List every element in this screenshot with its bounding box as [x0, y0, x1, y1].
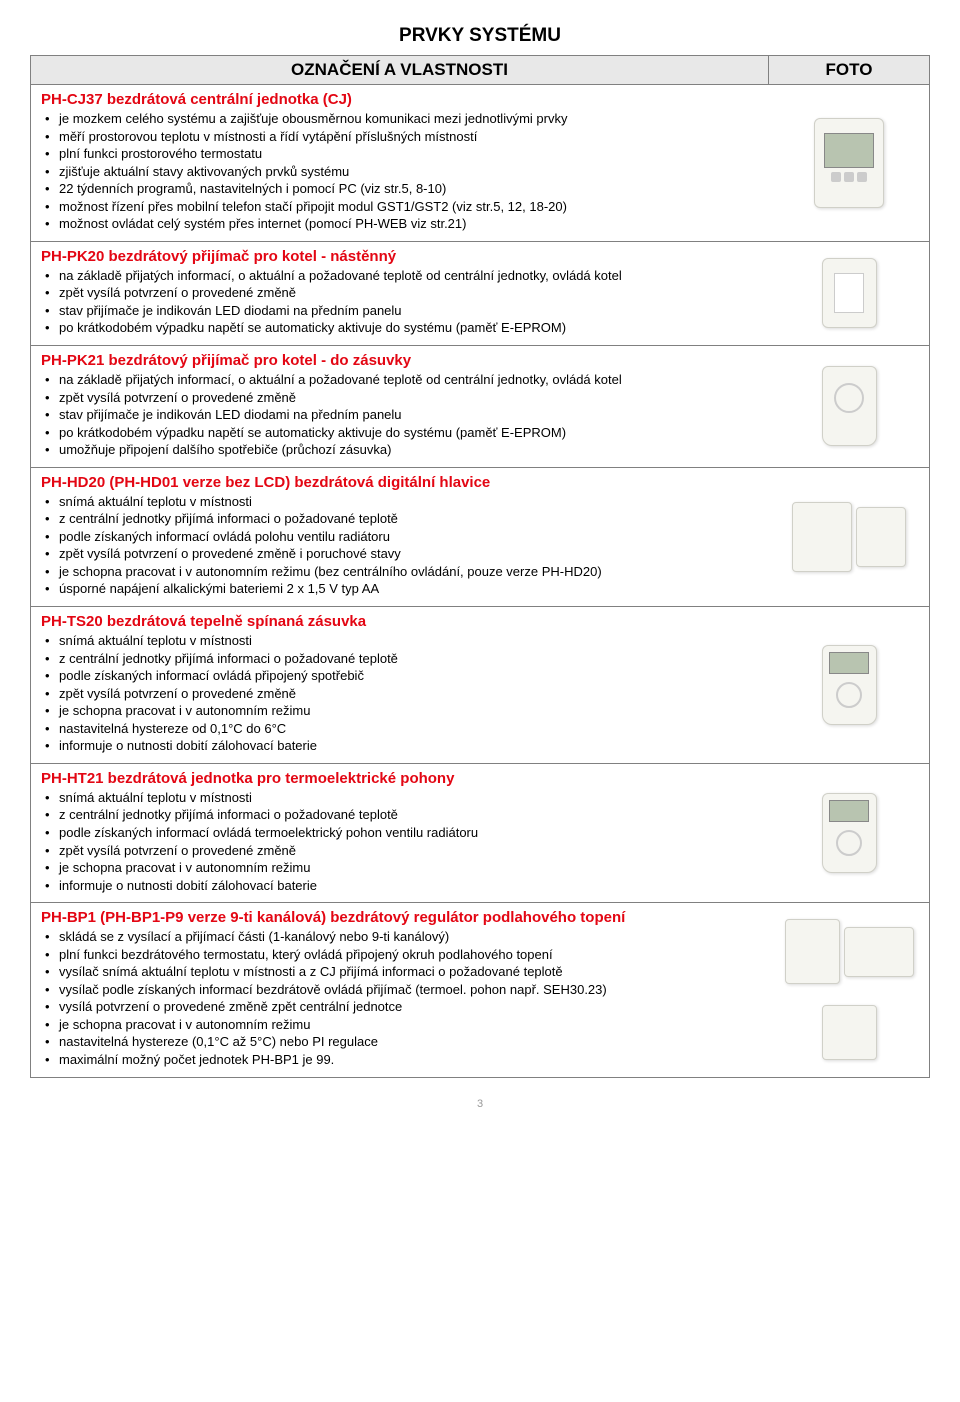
section: PH-CJ37 bezdrátová centrální jednotka (C… — [30, 84, 930, 241]
bullet-item: skládá se z vysílací a přijímací části (… — [45, 928, 759, 946]
section: PH-TS20 bezdrátová tepelně spínaná zásuv… — [30, 606, 930, 763]
page-number: 3 — [30, 1098, 930, 1110]
bullet-item: nastavitelná hystereze (0,1°C až 5°C) ne… — [45, 1033, 759, 1051]
bullet-item: úsporné napájení alkalickými bateriemi 2… — [45, 580, 759, 598]
bullet-item: informuje o nutnosti dobití zálohovací b… — [45, 737, 759, 755]
section: PH-PK20 bezdrátový přijímač pro kotel - … — [30, 241, 930, 345]
bullet-list: snímá aktuální teplotu v místnostiz cent… — [41, 789, 759, 894]
section-content: PH-TS20 bezdrátová tepelně spínaná zásuv… — [31, 607, 769, 763]
section-title: PH-HD20 (PH-HD01 verze bez LCD) bezdráto… — [41, 474, 759, 491]
section-title: PH-PK21 bezdrátový přijímač pro kotel - … — [41, 352, 759, 369]
section-title: PH-PK20 bezdrátový přijímač pro kotel - … — [41, 248, 759, 265]
bullet-item: umožňuje připojení dalšího spotřebiče (p… — [45, 441, 759, 459]
bullet-item: podle získaných informací ovládá polohu … — [45, 528, 759, 546]
bullet-item: maximální možný počet jednotek PH-BP1 je… — [45, 1051, 759, 1069]
section-foto — [769, 764, 929, 902]
bullet-item: plní funkci prostorového termostatu — [45, 145, 759, 163]
bullet-item: nastavitelná hystereze od 0,1°C do 6°C — [45, 720, 759, 738]
device-image — [844, 927, 914, 977]
section-title: PH-TS20 bezdrátová tepelně spínaná zásuv… — [41, 613, 759, 630]
bullet-item: měří prostorovou teplotu v místnosti a ř… — [45, 128, 759, 146]
bullet-item: stav přijímače je indikován LED diodami … — [45, 406, 759, 424]
bullet-item: zpět vysílá potvrzení o provedené změně — [45, 389, 759, 407]
section-title: PH-HT21 bezdrátová jednotka pro termoele… — [41, 770, 759, 787]
device-image — [822, 1005, 877, 1060]
bullet-item: zpět vysílá potvrzení o provedené změně — [45, 842, 759, 860]
section-title: PH-CJ37 bezdrátová centrální jednotka (C… — [41, 91, 759, 108]
section-content: PH-PK21 bezdrátový přijímač pro kotel - … — [31, 346, 769, 467]
section-foto — [769, 242, 929, 345]
table-header-row: OZNAČENÍ A VLASTNOSTI FOTO — [30, 55, 930, 84]
bullet-item: plní funkci bezdrátového termostatu, kte… — [45, 946, 759, 964]
bullet-item: zpět vysílá potvrzení o provedené změně … — [45, 545, 759, 563]
bullet-item: zpět vysílá potvrzení o provedené změně — [45, 284, 759, 302]
device-image — [822, 645, 877, 725]
bullet-list: na základě přijatých informací, o aktuál… — [41, 371, 759, 459]
header-foto: FOTO — [769, 56, 929, 84]
bullet-item: je schopna pracovat i v autonomním režim… — [45, 1016, 759, 1034]
section-content: PH-HT21 bezdrátová jednotka pro termoele… — [31, 764, 769, 902]
section: PH-HD20 (PH-HD01 verze bez LCD) bezdráto… — [30, 467, 930, 606]
bullet-item: na základě přijatých informací, o aktuál… — [45, 371, 759, 389]
device-image — [822, 366, 877, 446]
bullet-item: podle získaných informací ovládá připoje… — [45, 667, 759, 685]
bullet-item: zjišťuje aktuální stavy aktivovaných prv… — [45, 163, 759, 181]
bullet-item: po krátkodobém výpadku napětí se automat… — [45, 424, 759, 442]
header-designation: OZNAČENÍ A VLASTNOSTI — [31, 56, 769, 84]
bullet-item: možnost ovládat celý systém přes interne… — [45, 215, 759, 233]
device-image — [822, 793, 877, 873]
bullet-item: snímá aktuální teplotu v místnosti — [45, 632, 759, 650]
bullet-item: je schopna pracovat i v autonomním režim… — [45, 859, 759, 877]
section-foto — [769, 607, 929, 763]
section: PH-PK21 bezdrátový přijímač pro kotel - … — [30, 345, 930, 467]
section-foto — [769, 346, 929, 467]
section: PH-BP1 (PH-BP1-P9 verze 9-ti kanálová) b… — [30, 902, 930, 1077]
bullet-item: je mozkem celého systému a zajišťuje obo… — [45, 110, 759, 128]
device-image — [814, 118, 884, 208]
section-content: PH-PK20 bezdrátový přijímač pro kotel - … — [31, 242, 769, 345]
bullet-item: z centrální jednotky přijímá informaci o… — [45, 510, 759, 528]
section-foto — [769, 903, 929, 1076]
bullet-item: snímá aktuální teplotu v místnosti — [45, 789, 759, 807]
section-content: PH-CJ37 bezdrátová centrální jednotka (C… — [31, 85, 769, 241]
bullet-item: možnost řízení přes mobilní telefon stač… — [45, 198, 759, 216]
device-image — [856, 507, 906, 567]
bullet-list: je mozkem celého systému a zajišťuje obo… — [41, 110, 759, 233]
section: PH-HT21 bezdrátová jednotka pro termoele… — [30, 763, 930, 902]
bullet-item: na základě přijatých informací, o aktuál… — [45, 267, 759, 285]
bullet-item: podle získaných informací ovládá termoel… — [45, 824, 759, 842]
bullet-item: je schopna pracovat i v autonomním režim… — [45, 702, 759, 720]
bullet-item: z centrální jednotky přijímá informaci o… — [45, 650, 759, 668]
page-title: PRVKY SYSTÉMU — [30, 25, 930, 47]
bullet-item: vysílač snímá aktuální teplotu v místnos… — [45, 963, 759, 981]
bullet-item: snímá aktuální teplotu v místnosti — [45, 493, 759, 511]
bullet-item: po krátkodobém výpadku napětí se automat… — [45, 319, 759, 337]
section-title: PH-BP1 (PH-BP1-P9 verze 9-ti kanálová) b… — [41, 909, 759, 926]
bullet-item: vysílá potvrzení o provedené změně zpět … — [45, 998, 759, 1016]
bullet-item: zpět vysílá potvrzení o provedené změně — [45, 685, 759, 703]
device-image — [822, 258, 877, 328]
bullet-list: snímá aktuální teplotu v místnostiz cent… — [41, 632, 759, 755]
bullet-item: 22 týdenních programů, nastavitelných i … — [45, 180, 759, 198]
bullet-item: z centrální jednotky přijímá informaci o… — [45, 806, 759, 824]
bullet-item: informuje o nutnosti dobití zálohovací b… — [45, 877, 759, 895]
bullet-list: na základě přijatých informací, o aktuál… — [41, 267, 759, 337]
section-content: PH-HD20 (PH-HD01 verze bez LCD) bezdráto… — [31, 468, 769, 606]
section-foto — [769, 85, 929, 241]
device-image — [785, 919, 840, 984]
bullet-list: skládá se z vysílací a přijímací části (… — [41, 928, 759, 1068]
section-foto — [769, 468, 929, 606]
section-content: PH-BP1 (PH-BP1-P9 verze 9-ti kanálová) b… — [31, 903, 769, 1076]
bullet-item: stav přijímače je indikován LED diodami … — [45, 302, 759, 320]
bullet-item: je schopna pracovat i v autonomním režim… — [45, 563, 759, 581]
bullet-list: snímá aktuální teplotu v místnostiz cent… — [41, 493, 759, 598]
bullet-item: vysílač podle získaných informací bezdrá… — [45, 981, 759, 999]
device-image — [792, 502, 852, 572]
